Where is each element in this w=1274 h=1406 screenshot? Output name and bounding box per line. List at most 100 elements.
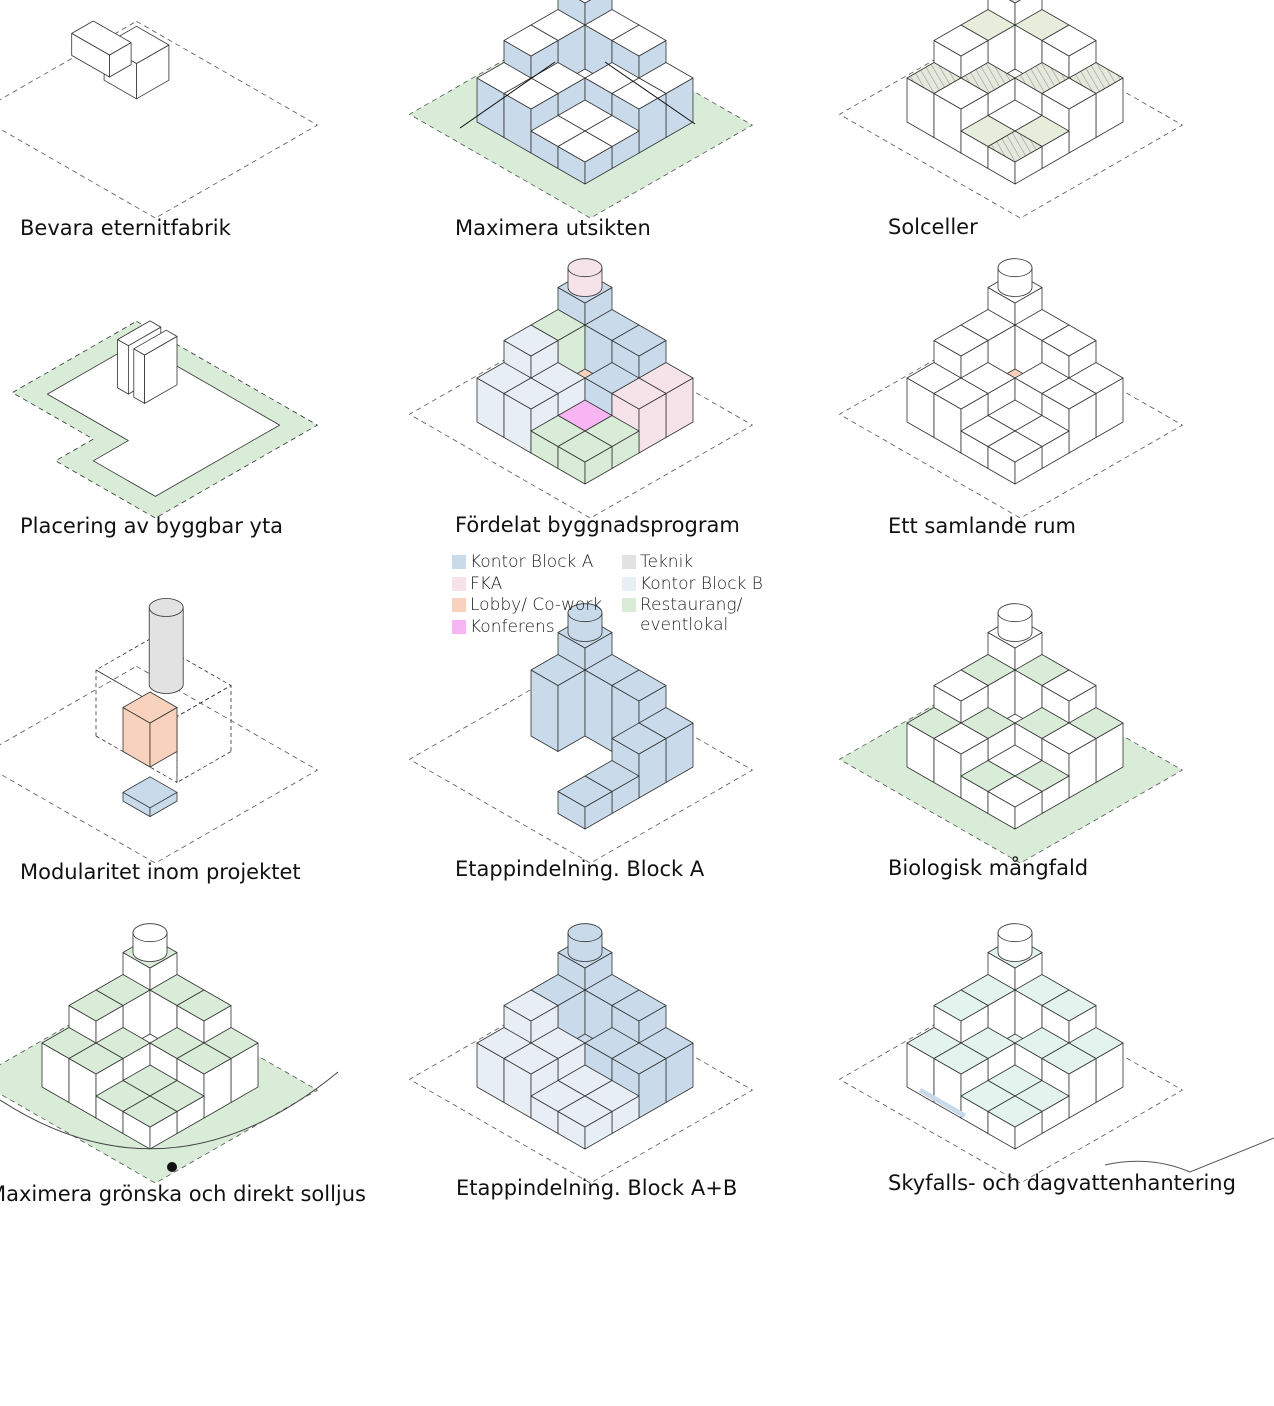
cylinder-top	[567, 923, 603, 943]
shape	[68, 1042, 124, 1075]
shape	[1041, 377, 1097, 410]
legend-item: FKA	[452, 574, 622, 594]
shape	[1008, 0, 1022, 4]
legend-label: FKA	[470, 573, 503, 594]
shape	[68, 989, 124, 1022]
caption: Maximera grönska och direkt solljus	[0, 1182, 366, 1206]
legend-label: Kontor Block B	[640, 573, 763, 594]
shape	[933, 377, 989, 410]
cylinder-top	[132, 923, 168, 943]
shape	[122, 776, 178, 809]
shape	[503, 989, 559, 1022]
legend-swatch	[622, 555, 636, 569]
shape	[611, 722, 667, 755]
shape	[133, 329, 178, 356]
shape	[1041, 722, 1097, 755]
shape	[1041, 77, 1097, 110]
shape	[557, 130, 613, 163]
shape	[122, 1095, 178, 1128]
legend-item: Kontor Block B	[622, 574, 772, 594]
shape	[1041, 669, 1097, 702]
caption: Placering av byggbar yta	[20, 514, 283, 538]
shape	[530, 654, 586, 686]
legend-item: Lobby/ Co-work	[452, 595, 622, 615]
legend-label: Konferens	[470, 616, 555, 637]
shape	[503, 324, 559, 357]
shape	[987, 430, 1043, 463]
shape	[1041, 1042, 1097, 1075]
shape	[611, 1042, 667, 1075]
legend-label: Teknik	[640, 552, 694, 572]
shape	[503, 77, 559, 110]
cylinder-top	[567, 258, 603, 278]
shape	[503, 377, 559, 410]
legend-label: Kontor Block A	[470, 552, 594, 572]
shape	[557, 775, 613, 808]
shape	[0, 665, 318, 864]
cylinder	[148, 607, 184, 694]
caption: Biologisk mångfald	[888, 855, 1088, 880]
shape	[611, 324, 667, 357]
legend-swatch	[452, 598, 466, 612]
shape	[47, 342, 281, 497]
cylinder-top	[997, 923, 1033, 943]
caption: Bevara eternitfabrik	[20, 216, 232, 240]
caption: Etappindelning. Block A+B	[456, 1176, 737, 1200]
cylinder-top	[567, 603, 603, 623]
arrow	[604, 61, 696, 125]
arrow	[459, 61, 556, 129]
shape	[611, 989, 667, 1022]
caption: Etappindelning. Block A	[455, 857, 705, 881]
shape	[133, 348, 146, 404]
shape	[933, 989, 989, 1022]
shape	[117, 320, 162, 347]
shape	[71, 20, 132, 56]
shape	[578, 0, 592, 4]
cylinder-top	[997, 603, 1033, 623]
legend-swatch	[452, 619, 466, 634]
cylinder-top	[148, 598, 184, 617]
caption: Solceller	[888, 215, 978, 239]
shape	[557, 1095, 613, 1128]
shape	[176, 1042, 232, 1075]
shape	[611, 24, 667, 57]
shape	[122, 691, 178, 724]
shape	[1041, 324, 1097, 357]
caption: Modularitet inom projektet	[20, 860, 301, 884]
legend-swatch	[622, 576, 636, 591]
terrain	[1104, 1137, 1274, 1173]
shape	[1041, 989, 1097, 1022]
legend-label: Restaurang/ eventlokal	[640, 595, 743, 635]
shape	[611, 377, 667, 410]
caption: Maximera utsikten	[455, 216, 651, 240]
shape	[503, 24, 559, 57]
shape	[987, 775, 1043, 808]
legend-item: Kontor Block A	[452, 552, 622, 572]
shape	[95, 669, 178, 783]
legend-swatch	[452, 555, 466, 569]
shape	[176, 989, 232, 1022]
shape	[933, 1042, 989, 1075]
caption: Ett samlande rum	[888, 514, 1076, 538]
legend-swatch	[452, 576, 466, 591]
sun-arc	[0, 1071, 339, 1150]
water	[918, 1087, 967, 1119]
shape	[0, 20, 318, 219]
shape	[1041, 24, 1097, 57]
shape	[933, 77, 989, 110]
shape	[933, 669, 989, 702]
shape	[933, 324, 989, 357]
shape	[987, 130, 1043, 163]
legend-item: Teknik	[622, 552, 772, 572]
shape	[933, 722, 989, 755]
caption: Fördelat byggnadsprogram	[455, 513, 740, 537]
shape	[933, 24, 989, 57]
shape	[117, 339, 129, 395]
cylinder-top	[997, 258, 1033, 278]
legend-label: Lobby/ Co-work	[470, 595, 603, 615]
legend-item: Konferens	[452, 617, 622, 637]
shape	[987, 1095, 1043, 1128]
shape	[611, 77, 667, 110]
